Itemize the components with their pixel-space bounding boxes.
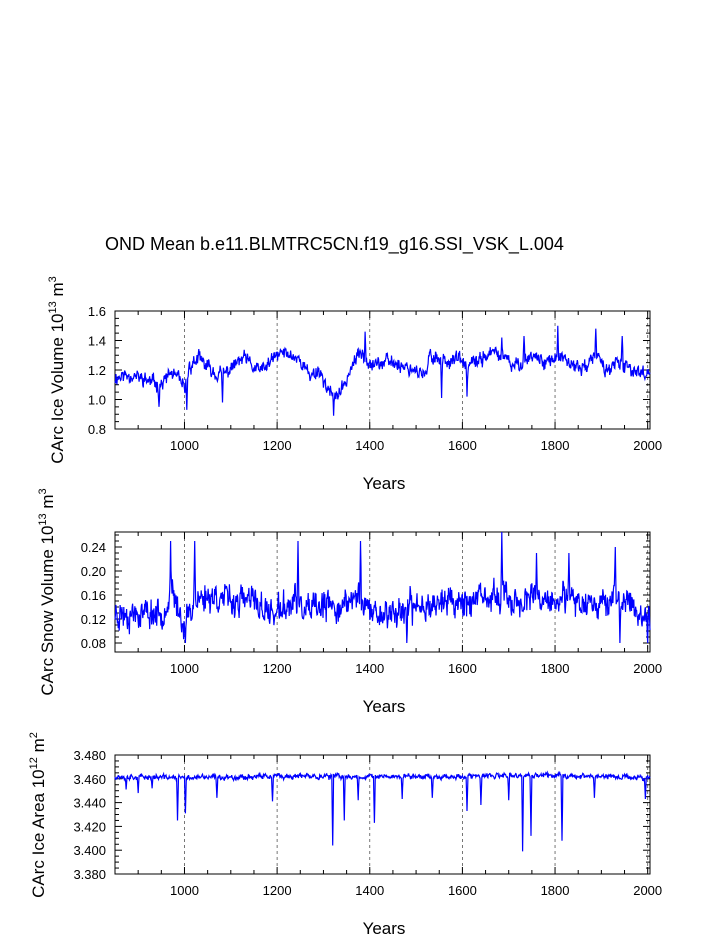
ice-area-x-tick-label: 1600 bbox=[448, 883, 477, 898]
ice-volume-grid bbox=[184, 311, 649, 429]
ice-volume-y-tick-label: 1.0 bbox=[88, 393, 106, 408]
ice-volume-series-line bbox=[114, 325, 651, 416]
snow-volume-y-tick-label: 0.16 bbox=[81, 588, 106, 603]
ice-area-x-tick-label: 2000 bbox=[633, 883, 662, 898]
ice-volume-y-tick-label: 1.6 bbox=[88, 304, 106, 319]
ice-volume-ticks bbox=[115, 310, 650, 430]
ice-area-y-tick-label: 3.380 bbox=[73, 867, 106, 882]
ice-volume-panel: 1000 1200 1400 1600 1800 2000 0.8 1.0 1.2 1.4 1.6… bbox=[47, 276, 662, 493]
ice-volume-y-tick-label: 0.8 bbox=[88, 422, 106, 437]
snow-volume-x-tick-label: 1600 bbox=[448, 661, 477, 676]
ice-area-y-tick-label: 3.420 bbox=[73, 819, 106, 834]
snow-volume-x-tick-label: 1400 bbox=[355, 661, 384, 676]
snow-volume-y-tick-label: 0.12 bbox=[81, 612, 106, 627]
snow-volume-y-tick-label: 0.20 bbox=[81, 564, 106, 579]
snow-volume-x-tick-labels: 1000 1200 1400 1600 1800 2000 bbox=[170, 661, 662, 676]
ice-area-y-tick-label: 3.480 bbox=[73, 748, 106, 763]
ice-volume-x-tick-label: 1800 bbox=[541, 438, 570, 453]
ice-area-x-axis-title: Years bbox=[363, 919, 406, 935]
ice-area-panel: 1000 1200 1400 1600 1800 2000 3.380 3.400 3.420… bbox=[28, 732, 662, 935]
snow-volume-series-line bbox=[114, 531, 651, 644]
snow-volume-y-tick-label: 0.24 bbox=[81, 540, 106, 555]
ice-volume-x-tick-label: 1000 bbox=[170, 438, 199, 453]
snow-volume-x-tick-label: 1000 bbox=[170, 661, 199, 676]
ice-area-y-tick-label: 3.400 bbox=[73, 843, 106, 858]
ice-volume-plot-area bbox=[114, 310, 651, 430]
ice-volume-x-tick-label: 1200 bbox=[263, 438, 292, 453]
snow-volume-x-axis-title: Years bbox=[363, 697, 406, 716]
ice-volume-x-tick-labels: 1000 1200 1400 1600 1800 2000 bbox=[170, 438, 662, 453]
ice-volume-y-tick-labels: 0.8 1.0 1.2 1.4 1.6 bbox=[88, 304, 106, 437]
ice-area-x-tick-labels: 1000 1200 1400 1600 1800 2000 bbox=[170, 883, 662, 898]
ice-area-series-line bbox=[114, 770, 651, 852]
ice-volume-y-tick-label: 1.4 bbox=[88, 334, 106, 349]
snow-volume-grid bbox=[184, 532, 649, 652]
ice-area-ticks bbox=[115, 754, 650, 875]
snow-volume-y-axis-title: CArc Snow Volume 1013 m3 bbox=[37, 488, 57, 695]
snow-volume-plot-area bbox=[114, 531, 651, 653]
ice-volume-x-axis-title: Years bbox=[363, 474, 406, 493]
ice-area-x-tick-label: 1800 bbox=[541, 883, 570, 898]
ice-area-grid bbox=[184, 755, 649, 874]
ice-volume-y-tick-label: 1.2 bbox=[88, 363, 106, 378]
snow-volume-y-tick-label: 0.08 bbox=[81, 636, 106, 651]
ice-volume-x-tick-label: 1400 bbox=[355, 438, 384, 453]
snow-volume-y-tick-labels: 0.08 0.12 0.16 0.20 0.24 bbox=[81, 540, 106, 651]
ice-area-x-tick-label: 1200 bbox=[263, 883, 292, 898]
ice-volume-x-tick-label: 1600 bbox=[448, 438, 477, 453]
ice-area-plot-area bbox=[114, 754, 651, 875]
snow-volume-x-tick-label: 2000 bbox=[633, 661, 662, 676]
snow-volume-x-tick-label: 1800 bbox=[541, 661, 570, 676]
ice-area-x-tick-label: 1400 bbox=[355, 883, 384, 898]
ice-area-x-tick-label: 1000 bbox=[170, 883, 199, 898]
ice-volume-y-axis-title: CArc Ice Volume 1013 m3 bbox=[47, 276, 67, 464]
snow-volume-panel: 1000 1200 1400 1600 1800 2000 0.08 0.12 0.16 0.2… bbox=[37, 488, 662, 716]
ice-volume-x-tick-label: 2000 bbox=[633, 438, 662, 453]
ice-area-y-tick-label: 3.440 bbox=[73, 796, 106, 811]
ice-area-y-axis-title: CArc Ice Area 1012 m2 bbox=[28, 732, 48, 898]
snow-volume-x-tick-label: 1200 bbox=[263, 661, 292, 676]
ice-area-y-tick-label: 3.460 bbox=[73, 772, 106, 787]
ice-area-y-tick-labels: 3.380 3.400 3.420 3.440 3.460 3.480 bbox=[73, 748, 106, 882]
chart-title: OND Mean b.e11.BLMTRC5CN.f19_g16.SSI_VSK… bbox=[105, 234, 564, 255]
